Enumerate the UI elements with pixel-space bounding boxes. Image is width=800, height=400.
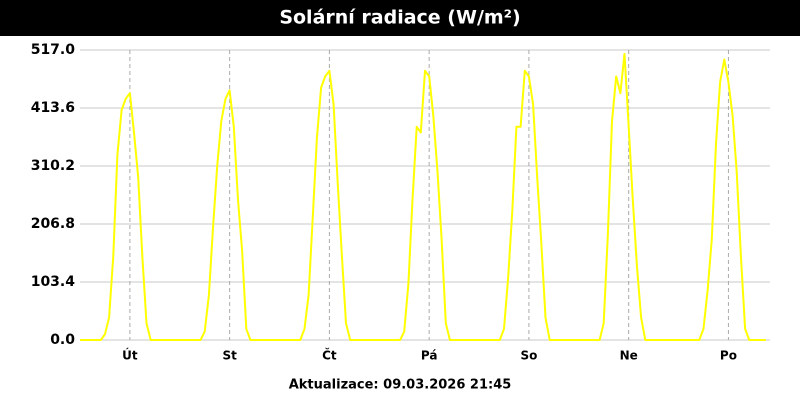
x-tick-label: Pá bbox=[421, 349, 438, 363]
y-tick-label: 413.6 bbox=[31, 100, 75, 116]
data-line bbox=[80, 52, 766, 341]
y-tick-label: 310.2 bbox=[31, 158, 75, 174]
y-tick-label: 206.8 bbox=[31, 216, 75, 232]
x-tick-label: Út bbox=[122, 348, 138, 363]
x-tick-label: St bbox=[222, 349, 237, 363]
y-tick-label: 0.0 bbox=[50, 332, 75, 348]
chart-title: Solární radiace (W/m²) bbox=[279, 7, 520, 29]
x-tick-label: Ne bbox=[620, 349, 638, 363]
x-tick-label: So bbox=[520, 349, 537, 363]
y-tick-label: 103.4 bbox=[31, 274, 76, 290]
y-tick-label: 517.0 bbox=[31, 42, 76, 58]
footer: Aktualizace: 09.03.2026 21:45 bbox=[289, 378, 512, 393]
title-bar bbox=[0, 0, 800, 36]
x-tick-label: Po bbox=[720, 349, 737, 363]
x-tick-label: Čt bbox=[322, 348, 337, 363]
